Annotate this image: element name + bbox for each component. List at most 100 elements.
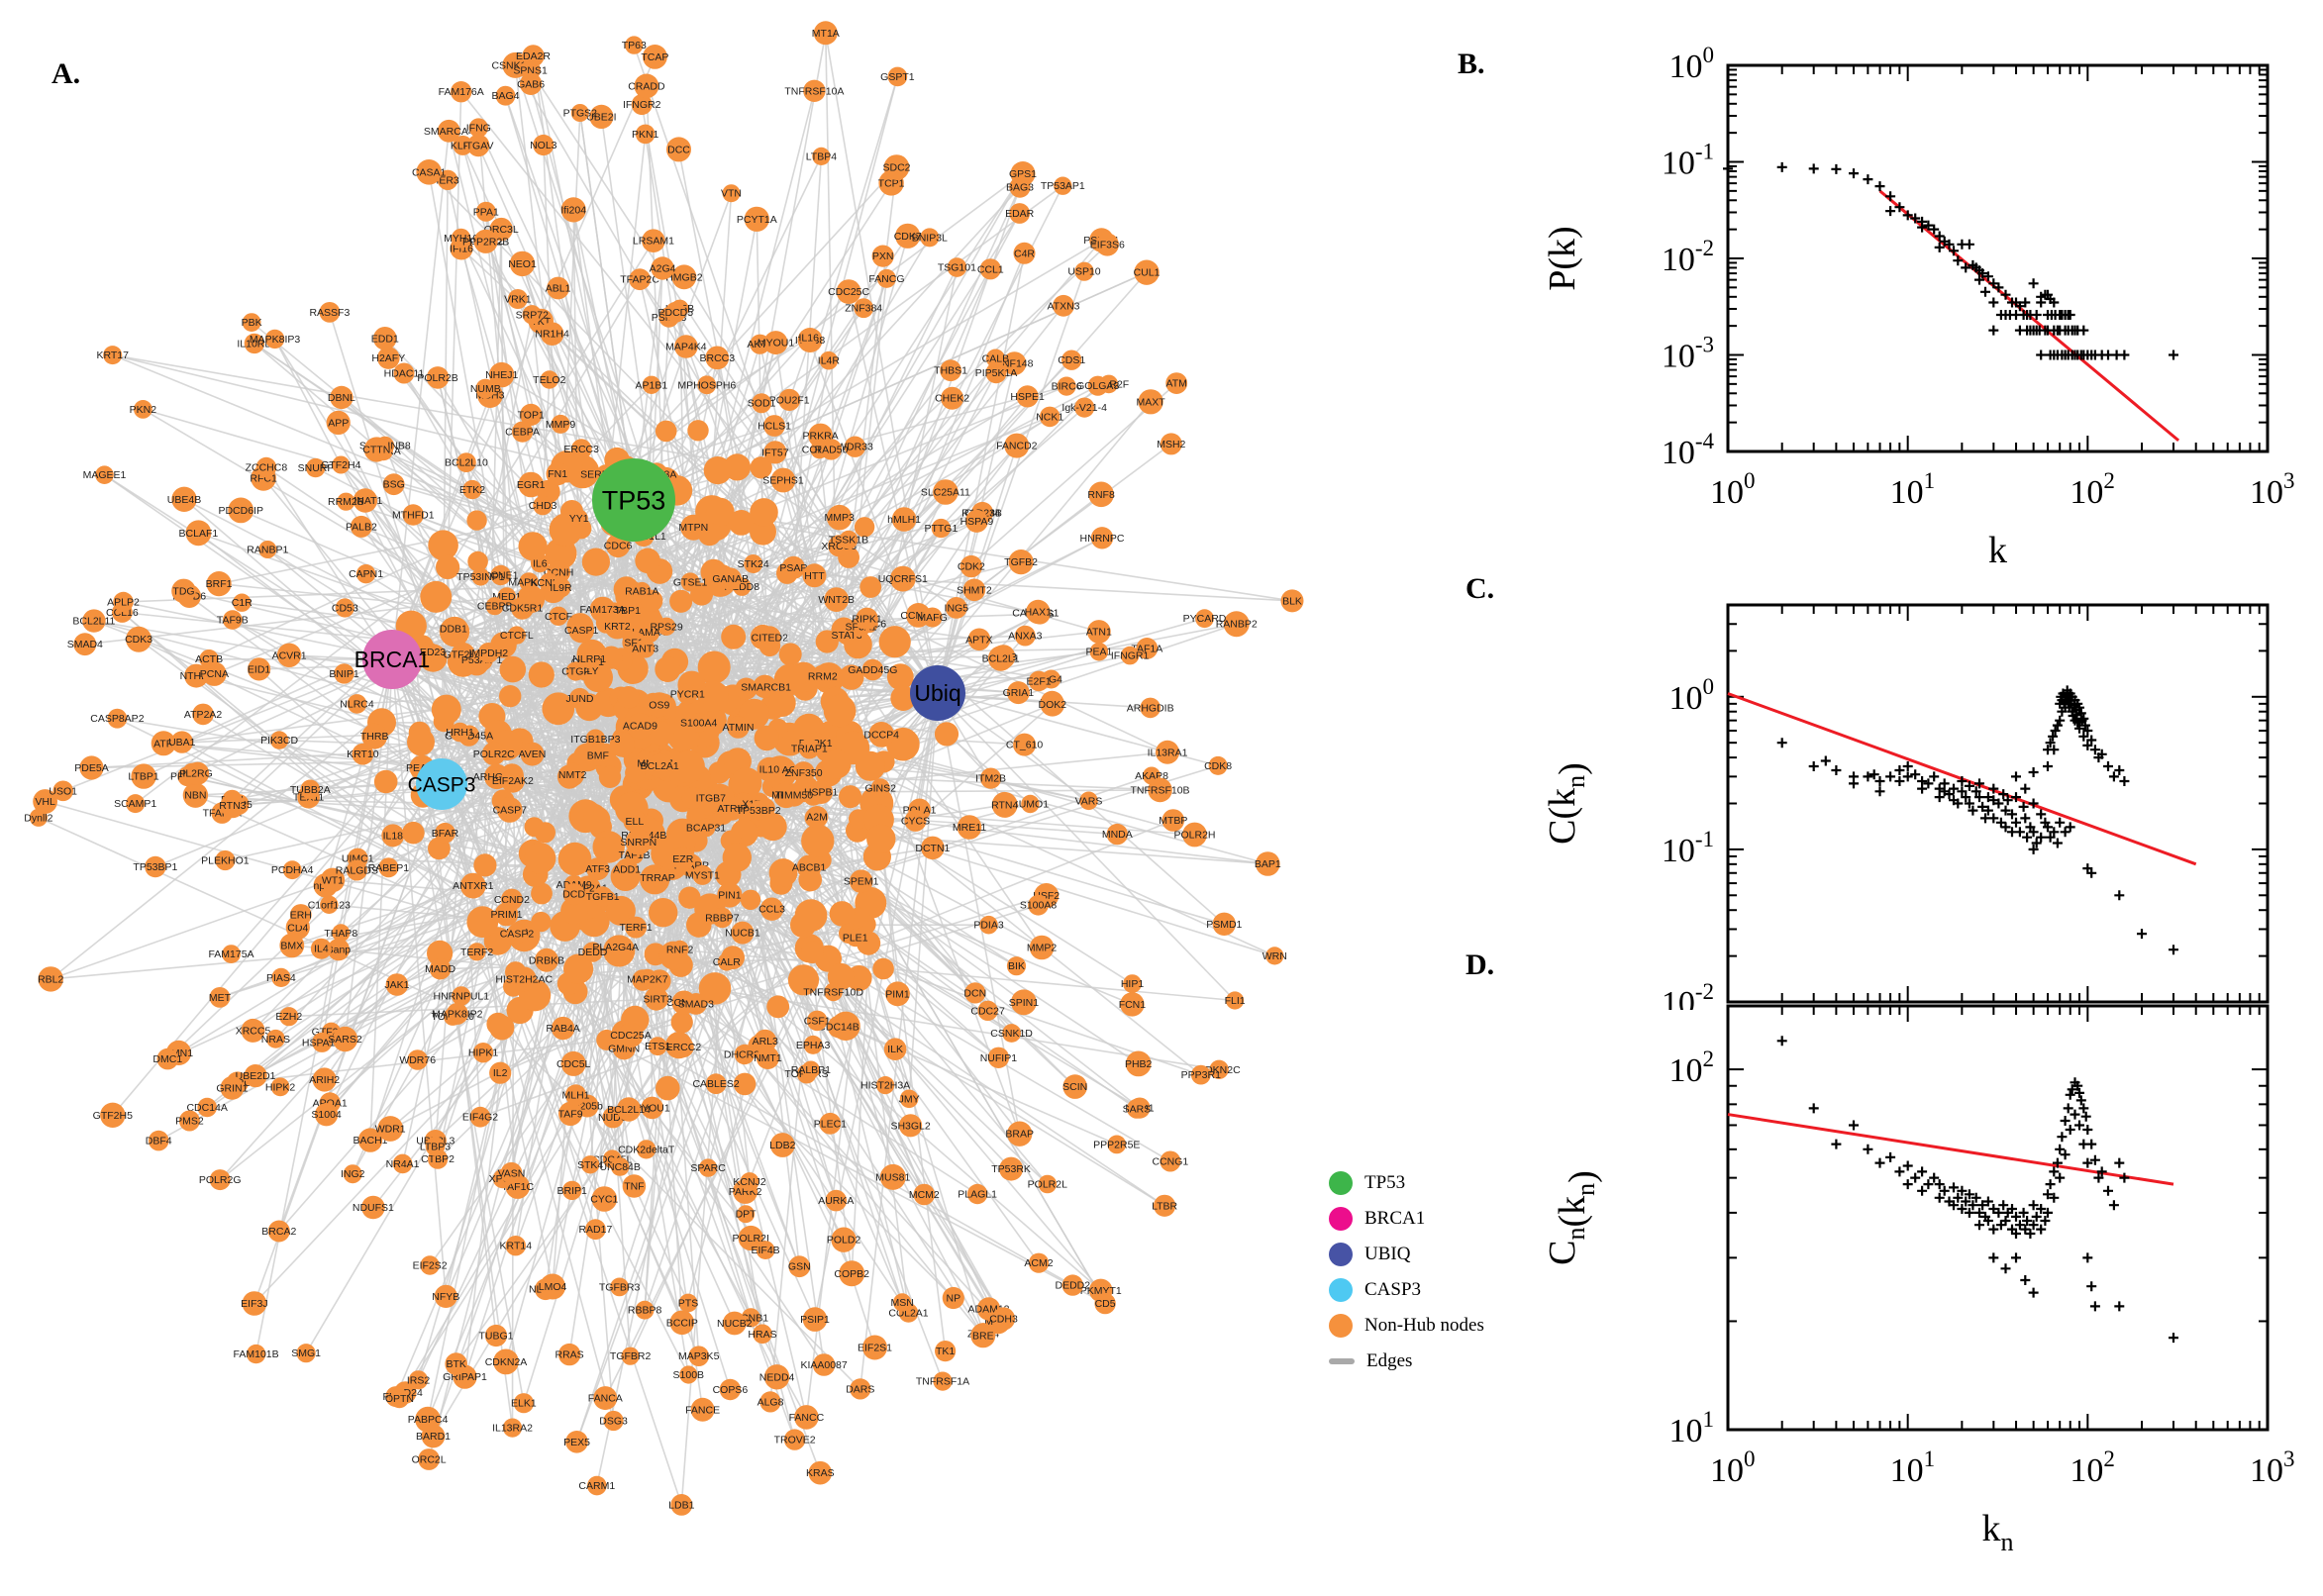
network-node-label: CTGF (561, 665, 590, 677)
network-node (870, 778, 890, 798)
network-node (1014, 625, 1036, 647)
network-node (1006, 1121, 1033, 1147)
network-node-label: CASP1 (564, 625, 599, 637)
network-node-label: SUMO1 (1012, 799, 1050, 811)
network-node (633, 581, 652, 600)
network-node-label: IL16 (798, 333, 819, 345)
network-node-label: NEDD4 (759, 1371, 795, 1383)
tick-label: 10-2 (1662, 979, 1714, 1010)
tick-label: 10-3 (1662, 333, 1714, 375)
network-node-label: PSMD1 (1206, 919, 1242, 931)
network-node-label: DEDD2 (1056, 1280, 1091, 1292)
network-node-label: TGFB1 (586, 891, 620, 903)
network-node (813, 21, 838, 46)
network-node-label: UQCRFS1 (878, 573, 928, 585)
network-node (1165, 372, 1188, 394)
network-node-label: ITGB1BP3 (570, 734, 620, 746)
network-node-label: C1orf123 (308, 899, 351, 911)
network-node (883, 154, 910, 181)
network-node (824, 982, 843, 1002)
legend-item-ubiq: UBIQ (1329, 1242, 1484, 1266)
network-node-label: MAP4K4 (665, 342, 707, 353)
network-node-label: NR4A1 (386, 1158, 420, 1170)
network-node (623, 809, 647, 833)
network-node (334, 663, 354, 684)
network-node-label: ERCC2 (666, 1042, 702, 1053)
network-node (1040, 692, 1065, 717)
network-node-label: PTS (678, 1298, 698, 1310)
network-node (625, 829, 652, 855)
network-node-label: JAK1 (384, 979, 409, 991)
network-node-label: FN1 (548, 468, 567, 480)
legend-node-dot (1329, 1277, 1353, 1302)
network-node-label: PLAGL1 (958, 1189, 997, 1201)
network-node (435, 822, 455, 844)
network-node (1009, 176, 1031, 198)
network-node (242, 1291, 267, 1316)
network-node-label: VARS (1075, 795, 1103, 807)
tick-label: 101 (1669, 1407, 1715, 1449)
network-node (347, 694, 367, 714)
network-node (647, 692, 672, 718)
network-node (670, 1494, 693, 1516)
network-node-label: THRB (360, 731, 389, 743)
network-node-label: TROVE2 (774, 1435, 816, 1446)
network-node (346, 859, 367, 881)
network-node-label: FANCD2 (996, 441, 1038, 452)
network-node (446, 1002, 468, 1025)
network-node-label: NHEJ1 (485, 369, 518, 381)
network-node (540, 322, 564, 347)
network-node-label: KRT14 (500, 1241, 533, 1252)
network-node (999, 1156, 1024, 1181)
network-node-label: TSSK1B (829, 535, 868, 547)
fit-line (1727, 1113, 2174, 1186)
network-node-label: MT1A (812, 28, 840, 40)
network-node-label: IER3 (436, 174, 459, 186)
network-node (228, 497, 254, 524)
network-node (719, 1378, 742, 1401)
network-node-label: TAF1A (1131, 643, 1162, 654)
network-node (690, 1397, 715, 1422)
network-node-label: ABCB1 (792, 861, 827, 873)
network-node-label: MSH2 (1157, 439, 1185, 450)
network-node-label: DSG3 (599, 1416, 628, 1428)
network-node (471, 567, 490, 586)
network-node-label: ETS1 (645, 1041, 670, 1052)
network-node-label: ZNF350 (785, 767, 823, 779)
legend-node-dot (1329, 1206, 1353, 1231)
network-node-label: PKN2 (130, 404, 157, 416)
network-node-label: TOP1 (518, 409, 545, 421)
network-node-label: WDR1 (375, 1124, 406, 1136)
network-node (241, 1018, 265, 1043)
network-node (933, 479, 959, 505)
network-node (589, 104, 614, 129)
network-node (103, 346, 123, 365)
network-node-label: SNURF (298, 462, 334, 474)
network-node (389, 1388, 410, 1409)
network-node-label: EDA2R (516, 50, 551, 62)
network-node (893, 1293, 912, 1312)
network-node (964, 509, 988, 533)
network-node-label: TUBG1 (478, 1331, 513, 1343)
hub-label-brca1: BRCA1 (354, 647, 431, 672)
network-node-label: MCM2 (909, 1189, 940, 1201)
network-node-label: PKMYT1 (1080, 1285, 1122, 1297)
network-node (648, 1037, 667, 1056)
hub-label-casp3: CASP3 (408, 773, 476, 796)
network-node-label: OPTN (385, 1393, 414, 1405)
network-node-label: RALBP1 (791, 1064, 831, 1076)
network-node (666, 137, 691, 162)
network-node (754, 1029, 777, 1052)
network-node (674, 335, 698, 358)
network-node (393, 362, 415, 384)
network-node (722, 184, 741, 203)
network-node-label: UIMC1 (342, 853, 374, 865)
network-node (469, 1106, 491, 1128)
network-node-label: NLRP1 (572, 653, 606, 665)
network-node (1106, 823, 1129, 846)
network-node (392, 1153, 413, 1174)
network-node (1028, 1252, 1050, 1273)
network-node-label: TGFBR3 (599, 1281, 641, 1293)
network-node-label: PLEC1 (814, 1118, 847, 1130)
network-node-label: CTBP2 (421, 1153, 454, 1165)
